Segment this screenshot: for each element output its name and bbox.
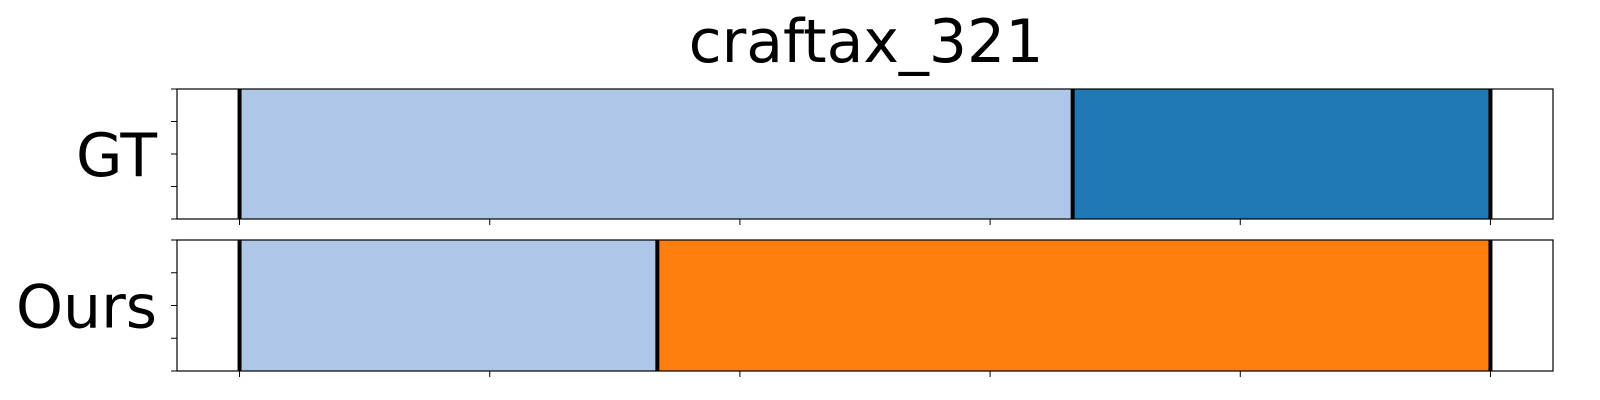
segment-bar	[1072, 89, 1491, 219]
chart-title: craftax_321	[689, 7, 1044, 77]
row-ours: Ours	[16, 239, 1554, 377]
segment-bar	[657, 240, 1491, 371]
segment-bar	[239, 240, 658, 371]
segment-bar	[239, 89, 1073, 219]
row-label-ours: Ours	[16, 273, 157, 343]
row-label-gt: GT	[76, 121, 157, 191]
row-gt: GT	[76, 88, 1554, 225]
